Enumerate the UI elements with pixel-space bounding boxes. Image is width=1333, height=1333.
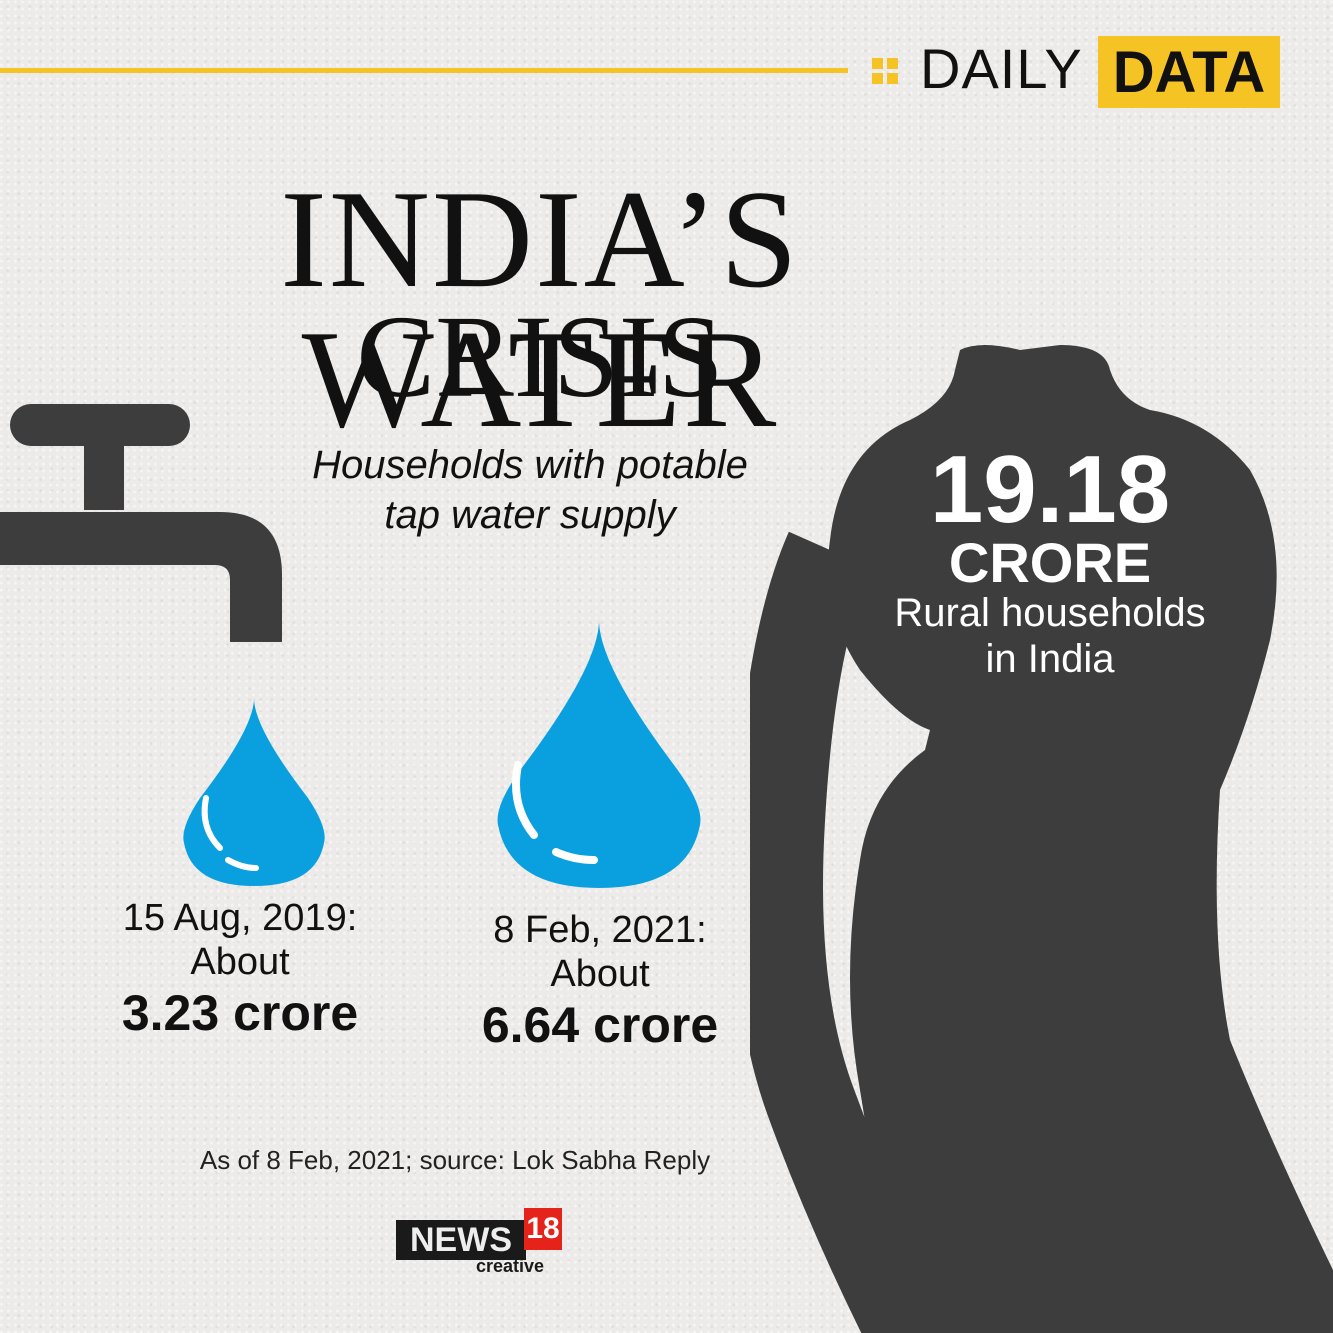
stat-about: About — [550, 953, 650, 995]
logo-creative: creative — [476, 1256, 545, 1276]
logo-18: 18 — [524, 1208, 562, 1250]
stat-date: 15 Aug, 2019: — [122, 897, 358, 939]
stat-value: 3.23 crore — [121, 985, 359, 1041]
top-rule — [0, 68, 848, 73]
rural-households-value: 19.18 — [929, 436, 1171, 543]
subtitle: Households with potable tap water supply — [220, 440, 840, 540]
rural-label-line2: in India — [985, 637, 1115, 681]
logo-news: NEWS — [396, 1220, 526, 1260]
stat-2019: 15 Aug, 2019: About 3.23 crore — [80, 896, 400, 1042]
rural-households-unit: CRORE — [948, 531, 1152, 594]
rural-households-label: Rural households in India — [860, 590, 1240, 682]
stat-value: 6.64 crore — [481, 997, 719, 1053]
source-note: As of 8 Feb, 2021; source: Lok Sabha Rep… — [199, 1145, 711, 1175]
tap-icon — [0, 404, 282, 642]
title-line1: INDIA’S WATER — [280, 162, 800, 457]
water-drop-large-icon — [497, 620, 701, 888]
water-drop-small-icon — [183, 698, 325, 886]
subtitle-line2: tap water supply — [384, 493, 676, 537]
header-data-badge: DATA — [1098, 36, 1280, 108]
header-daily: DAILY — [920, 37, 1083, 100]
title-line2: CRISIS — [356, 291, 724, 422]
stat-date: 8 Feb, 2021: — [493, 909, 707, 951]
stat-about: About — [190, 941, 290, 983]
woman-with-pot-silhouette — [750, 345, 1333, 1333]
grid-dots-icon — [872, 58, 900, 86]
stat-2021: 8 Feb, 2021: About 6.64 crore — [440, 908, 760, 1054]
rural-label-line1: Rural households — [894, 591, 1206, 635]
subtitle-line1: Households with potable — [312, 443, 748, 487]
